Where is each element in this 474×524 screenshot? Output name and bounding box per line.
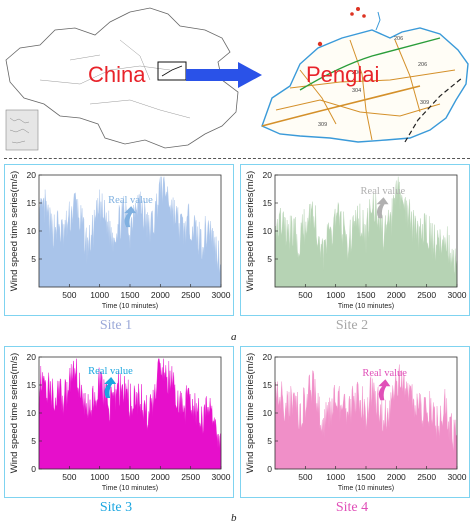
curved-arrow-icon	[104, 376, 117, 398]
x-tick-label: 2000	[151, 290, 170, 300]
x-tick-label: 3000	[212, 290, 231, 300]
real-value-annotation: Real value	[88, 366, 133, 377]
curved-arrow-icon	[378, 379, 391, 401]
x-axis-label: Time (10 minutes)	[338, 303, 394, 310]
y-tick-label: 15	[27, 380, 37, 390]
site-label-3: Site 3	[99, 500, 133, 515]
road-label: 206	[394, 36, 403, 42]
chart-panel-site-4: 0 5 10 15 20 500 1000 1500 2000 2500 3000 Time (10 …	[240, 346, 470, 498]
y-tick-label: 5	[31, 254, 36, 264]
x-tick-label: 3000	[448, 290, 467, 300]
china-label: China	[88, 62, 146, 87]
island-marker	[350, 12, 354, 16]
y-tick-label: 0	[31, 464, 36, 474]
y-tick-label: 15	[263, 198, 273, 208]
wind-speed-series	[38, 358, 222, 470]
x-tick-label: 500	[62, 472, 76, 482]
x-tick-label: 1500	[357, 472, 376, 482]
road-label: 206	[352, 70, 361, 76]
x-tick-label: 1000	[90, 290, 109, 300]
chart-panel-site-2: 5 10 15 20 500 1000 1500 2000 2500 3000 Time (10 m…	[240, 164, 470, 316]
china-map	[5, 7, 239, 149]
site-label-1: Site 1	[99, 318, 133, 333]
real-value-annotation: Real value	[361, 186, 406, 197]
island-marker	[362, 14, 366, 18]
real-value-annotation: Real value	[362, 368, 407, 379]
x-tick-label: 2500	[417, 472, 436, 482]
site-label-4: Site 4	[335, 500, 369, 515]
x-tick-label: 500	[298, 472, 312, 482]
x-tick-label: 2500	[181, 290, 200, 300]
y-tick-label: 15	[27, 198, 37, 208]
x-tick-label: 1500	[121, 290, 140, 300]
figure-label-b: b	[231, 512, 237, 524]
curved-arrow-icon	[376, 197, 389, 219]
y-tick-label: 15	[263, 380, 273, 390]
real-value-annotation: Real value	[108, 195, 153, 206]
x-axis-label: Time (10 minutes)	[338, 485, 394, 492]
x-tick-label: 1000	[90, 472, 109, 482]
figure-label-a: a	[231, 331, 237, 343]
y-tick-label: 20	[27, 352, 37, 362]
x-tick-label: 2000	[387, 472, 406, 482]
section-divider	[4, 158, 470, 159]
island-marker	[356, 7, 360, 11]
y-tick-label: 10	[263, 408, 273, 418]
penglai-label: Penglai	[306, 62, 379, 87]
wind-speed-series	[38, 176, 222, 288]
x-tick-label: 2000	[387, 290, 406, 300]
wind-speed-series	[274, 364, 458, 470]
x-tick-label: 2000	[151, 472, 170, 482]
y-tick-label: 5	[267, 436, 272, 446]
y-tick-label: 20	[263, 352, 273, 362]
x-tick-label: 1000	[326, 472, 345, 482]
x-tick-label: 3000	[212, 472, 231, 482]
y-tick-label: 5	[31, 436, 36, 446]
south-china-sea-inset	[5, 109, 39, 151]
y-axis-label: Wind speed time series(m/s)	[9, 353, 20, 473]
curved-arrow-icon	[124, 206, 137, 228]
road-label: 309	[318, 122, 327, 128]
y-tick-label: 0	[267, 464, 272, 474]
y-tick-label: 20	[263, 170, 273, 180]
x-tick-label: 2500	[181, 472, 200, 482]
x-tick-label: 500	[298, 290, 312, 300]
x-tick-label: 3000	[448, 472, 467, 482]
wind-speed-series	[274, 176, 458, 288]
y-tick-label: 20	[27, 170, 37, 180]
x-tick-label: 2500	[417, 290, 436, 300]
y-axis-label: Wind speed time series(m/s)	[245, 353, 256, 473]
road-label: 206	[418, 62, 427, 68]
chart-panel-site-3: 0 5 10 15 20 500 1000 1500 2000 2500 3000 Time (10 …	[4, 346, 234, 498]
map-figure: 206 206 206 304 309 309 China Penglai	[5, 7, 469, 151]
site-label-2: Site 2	[335, 318, 369, 333]
y-axis-label: Wind speed time series(m/s)	[9, 171, 20, 291]
site-marker	[317, 41, 323, 47]
road-label: 309	[420, 100, 429, 106]
arrow-icon	[186, 62, 262, 88]
x-tick-label: 500	[62, 290, 76, 300]
y-tick-label: 10	[263, 226, 273, 236]
x-axis-label: Time (10 minutes)	[102, 485, 158, 492]
y-axis-label: Wind speed time series(m/s)	[245, 171, 256, 291]
chart-panel-site-1: 5 10 15 20 500 1000 1500 2000 2500 3000 Time (10 m…	[4, 164, 234, 316]
y-tick-label: 5	[267, 254, 272, 264]
x-tick-label: 1500	[121, 472, 140, 482]
y-tick-label: 10	[27, 408, 37, 418]
road-label: 304	[352, 88, 361, 94]
x-axis-label: Time (10 minutes)	[102, 303, 158, 310]
x-tick-label: 1500	[357, 290, 376, 300]
y-tick-label: 10	[27, 226, 37, 236]
x-tick-label: 1000	[326, 290, 345, 300]
